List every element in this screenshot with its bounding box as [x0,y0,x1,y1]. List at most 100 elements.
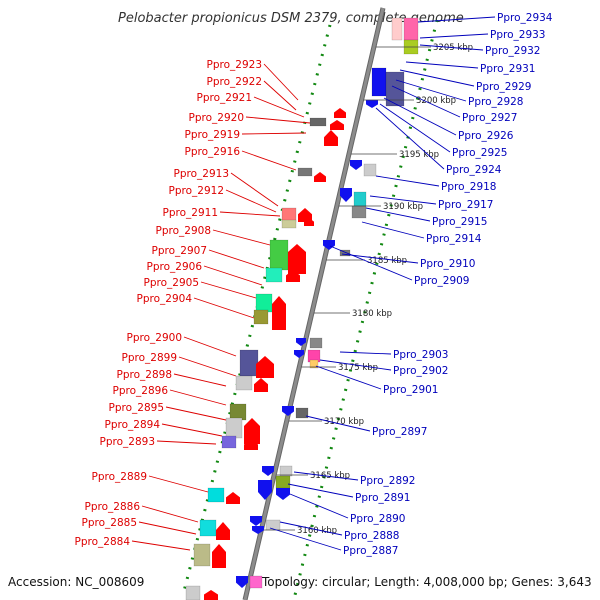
gene-arrow-forward-33 [324,130,338,146]
gene-arrow-forward-31 [330,120,344,130]
gene-block-1 [403,17,419,41]
gene-label-right: Ppro_2915 [432,216,487,228]
leader-line-right [289,493,349,519]
gene-block-56 [207,487,225,503]
leader-line-right [315,365,382,390]
leader-line-left [178,356,237,377]
gene-block-32 [309,117,327,127]
leader-line-right [405,61,479,69]
gene-block-34 [297,167,313,177]
leader-line-right [383,97,457,136]
gene-block-38 [281,219,297,229]
gene-label-right: Ppro_2914 [426,233,482,245]
gene-arrow-forward-61 [212,544,226,568]
gene-block-7 [363,163,377,177]
gene-label-right: Ppro_2928 [468,96,523,108]
gene-arrow-forward-50 [254,378,268,392]
gene-arrow-reverse-27 [252,526,264,534]
gene-block-46 [253,309,269,325]
gene-arrow-reverse-25 [250,516,262,526]
gene-arrow-forward-39 [304,218,314,226]
leader-line-left [263,80,297,111]
dotted-track-1 [181,24,332,596]
gene-label-left: Ppro_2886 [85,501,141,513]
gene-label-left: Ppro_2904 [137,293,193,305]
gene-arrow-reverse-20 [262,466,274,476]
leader-line-left [148,475,209,493]
gene-label-left: Ppro_2885 [82,517,137,529]
leader-line-right [319,359,392,371]
gene-arrow-reverse-8 [340,188,352,202]
tick-label: 3180 kbp [352,309,392,319]
leader-line-right [395,79,467,102]
gene-block-9 [353,191,367,207]
gene-label-left: Ppro_2893 [100,436,155,448]
leader-line-right [287,483,354,498]
label-layer: Ppro_2923 Ppro_2922 Ppro_2921 Ppro_2920 Ppro… [75,12,553,557]
gene-arrow-forward-30 [334,108,346,118]
tick-label: 3185 kbp [367,256,407,266]
leader-line-left [131,540,191,551]
tick-label: 3160 kbp [297,526,337,536]
gene-label-right: Ppro_2903 [393,349,448,361]
leader-line-left [219,211,281,217]
leader-line-right [305,415,371,432]
gene-block-29 [249,575,263,589]
leader-line-right [419,33,489,39]
leader-line-right [375,107,445,170]
leader-line-right [391,85,461,118]
leader-line-right [361,221,425,239]
gene-arrow-forward-41 [288,244,306,274]
tick-label: 3190 kbp [383,202,423,212]
gene-block-52 [225,417,243,439]
leader-line-right [341,253,419,264]
gene-block-47 [239,349,259,377]
gene-label-right: Ppro_2890 [350,513,405,525]
gene-arrow-reverse-18 [282,406,294,416]
gene-block-21 [279,465,293,477]
gene-label-left: Ppro_2920 [189,112,244,124]
leader-line-right [419,44,484,51]
gene-label-right: Ppro_2910 [420,258,475,270]
backbone-line [243,7,385,600]
gene-block-4 [385,71,405,107]
gene-block-22 [275,475,291,489]
gene-label-right: Ppro_2887 [343,545,398,557]
gene-label-left: Ppro_2923 [207,59,262,71]
leader-line-left [183,336,237,357]
leader-line-left [165,406,227,421]
leader-line-left [203,265,263,286]
gene-block-60 [193,543,211,567]
gene-label-right: Ppro_2902 [393,365,448,377]
gene-label-right: Ppro_2918 [441,181,496,193]
gene-label-left: Ppro_2916 [185,146,241,158]
gene-label-left: Ppro_2922 [207,76,262,88]
gene-arrow-reverse-5 [366,100,378,108]
gene-block-42 [265,267,283,283]
leader-line-left [253,96,305,118]
gene-label-right: Ppro_2897 [372,426,427,438]
gene-label-left: Ppro_2908 [156,225,211,237]
leader-line-left [263,63,299,101]
leader-line-left [241,150,297,171]
gene-block-44 [255,293,273,313]
gene-label-left: Ppro_2913 [174,168,229,180]
gene-label-right: Ppro_2929 [476,81,531,93]
gene-label-right: Ppro_2917 [438,199,493,211]
gene-arrow-reverse-24 [276,488,290,500]
gene-arrow-forward-43 [286,270,300,282]
leader-line-left [241,132,307,135]
gene-label-right: Ppro_2901 [383,384,438,396]
gene-label-left: Ppro_2906 [147,261,203,273]
gene-block-40 [269,239,289,271]
gene-label-left: Ppro_2900 [127,332,182,344]
dotted-track-2 [293,19,439,596]
tick-label: 3175 kbp [338,363,378,373]
gene-arrow-reverse-6 [350,160,362,170]
leader-line-left [169,389,227,406]
leader-line-left [200,281,257,299]
gene-label-right: Ppro_2934 [497,12,553,24]
leader-line-left [212,229,271,246]
gene-arrow-forward-63 [204,590,218,600]
